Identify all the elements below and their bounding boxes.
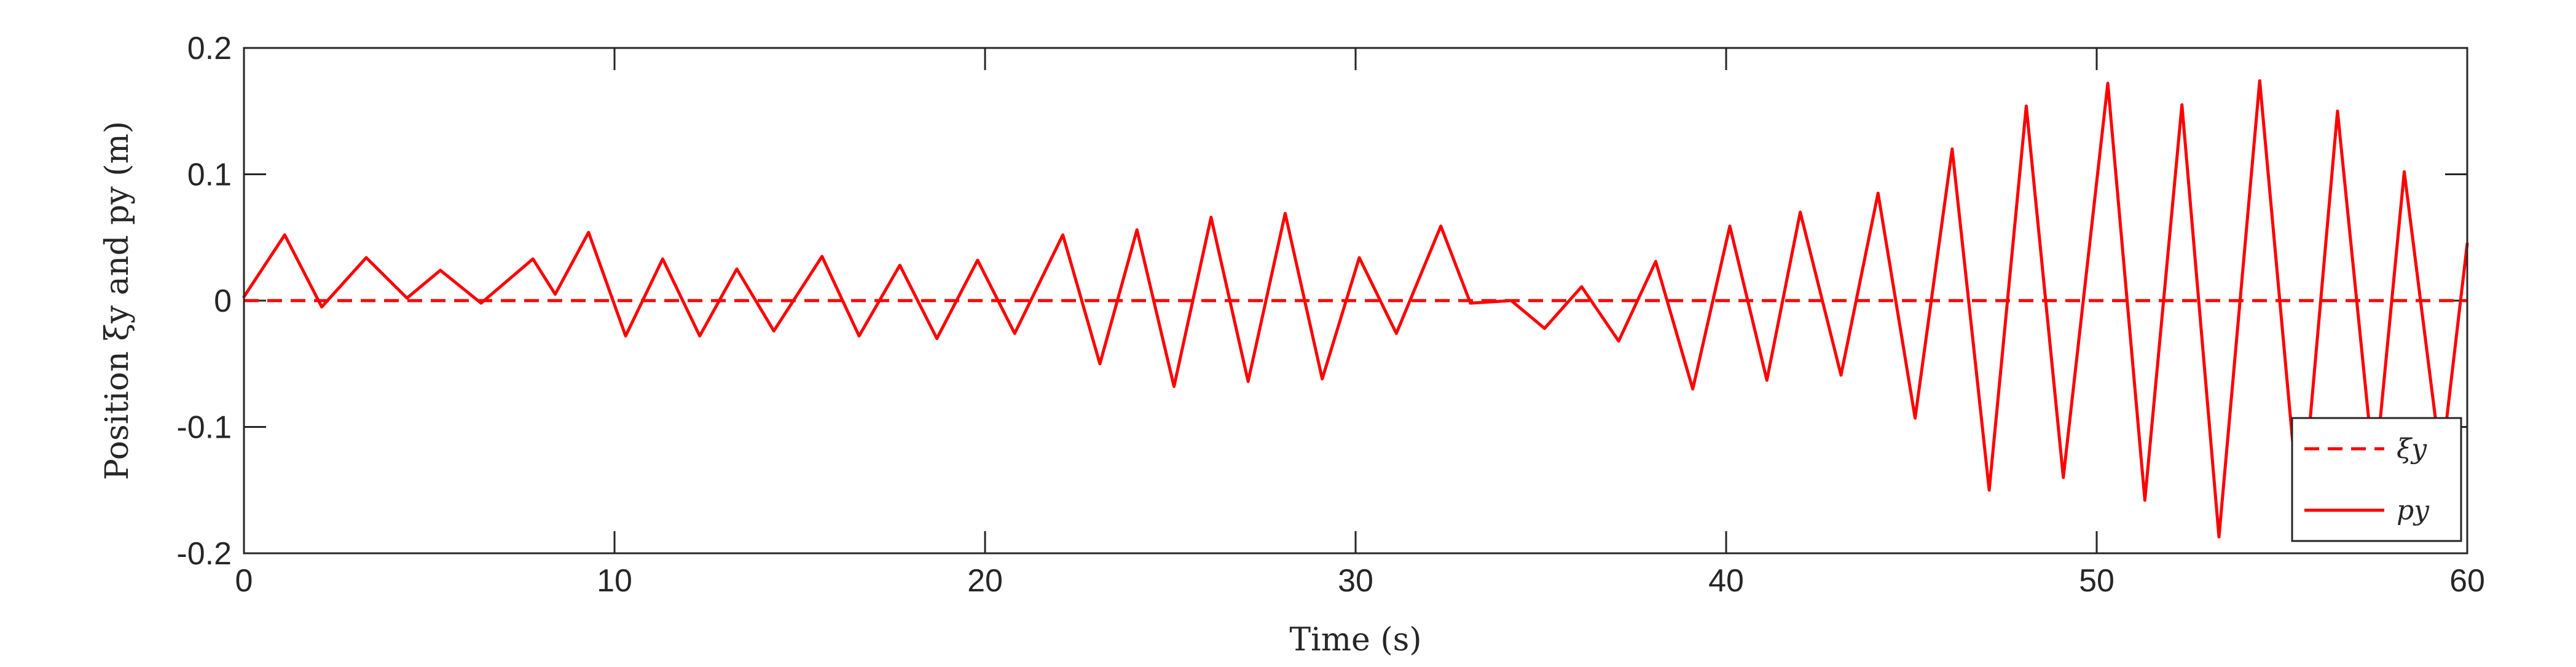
x-tick-label: 0 [235,563,253,599]
series-group [242,79,2469,539]
legend: ξy py [2291,417,2462,542]
x-tick-label: 10 [597,563,632,599]
y-tick-label: 0.2 [187,31,232,66]
axis-ticks: 0 10 20 30 40 50 60 -0.2 -0.1 0 0.1 0.2 [176,31,2485,599]
x-tick-label: 50 [2079,563,2115,599]
x-tick-label: 30 [1338,563,1373,599]
y-tick-label: 0.1 [187,157,232,193]
x-tick-label: 60 [2449,563,2485,599]
axis-labels: Time (s) Position ξy and py (m) [99,121,1422,658]
legend-label-p-y: py [2397,495,2430,526]
y-tick-label: -0.1 [176,410,232,446]
x-tick-label: 20 [967,563,1003,599]
y-axis-label: Position ξy and py (m) [99,121,136,480]
legend-label-xi-y: ξy [2397,433,2427,465]
axes-box [243,47,2468,555]
x-tick-label: 40 [1708,563,1744,599]
legend-box [2291,417,2462,542]
y-tick-label: 0 [214,283,232,319]
series-line-p-y [242,79,2469,539]
x-axis-label: Time (s) [1289,622,1421,658]
y-tick-label: -0.2 [176,536,232,572]
axes-frame [243,47,2468,555]
